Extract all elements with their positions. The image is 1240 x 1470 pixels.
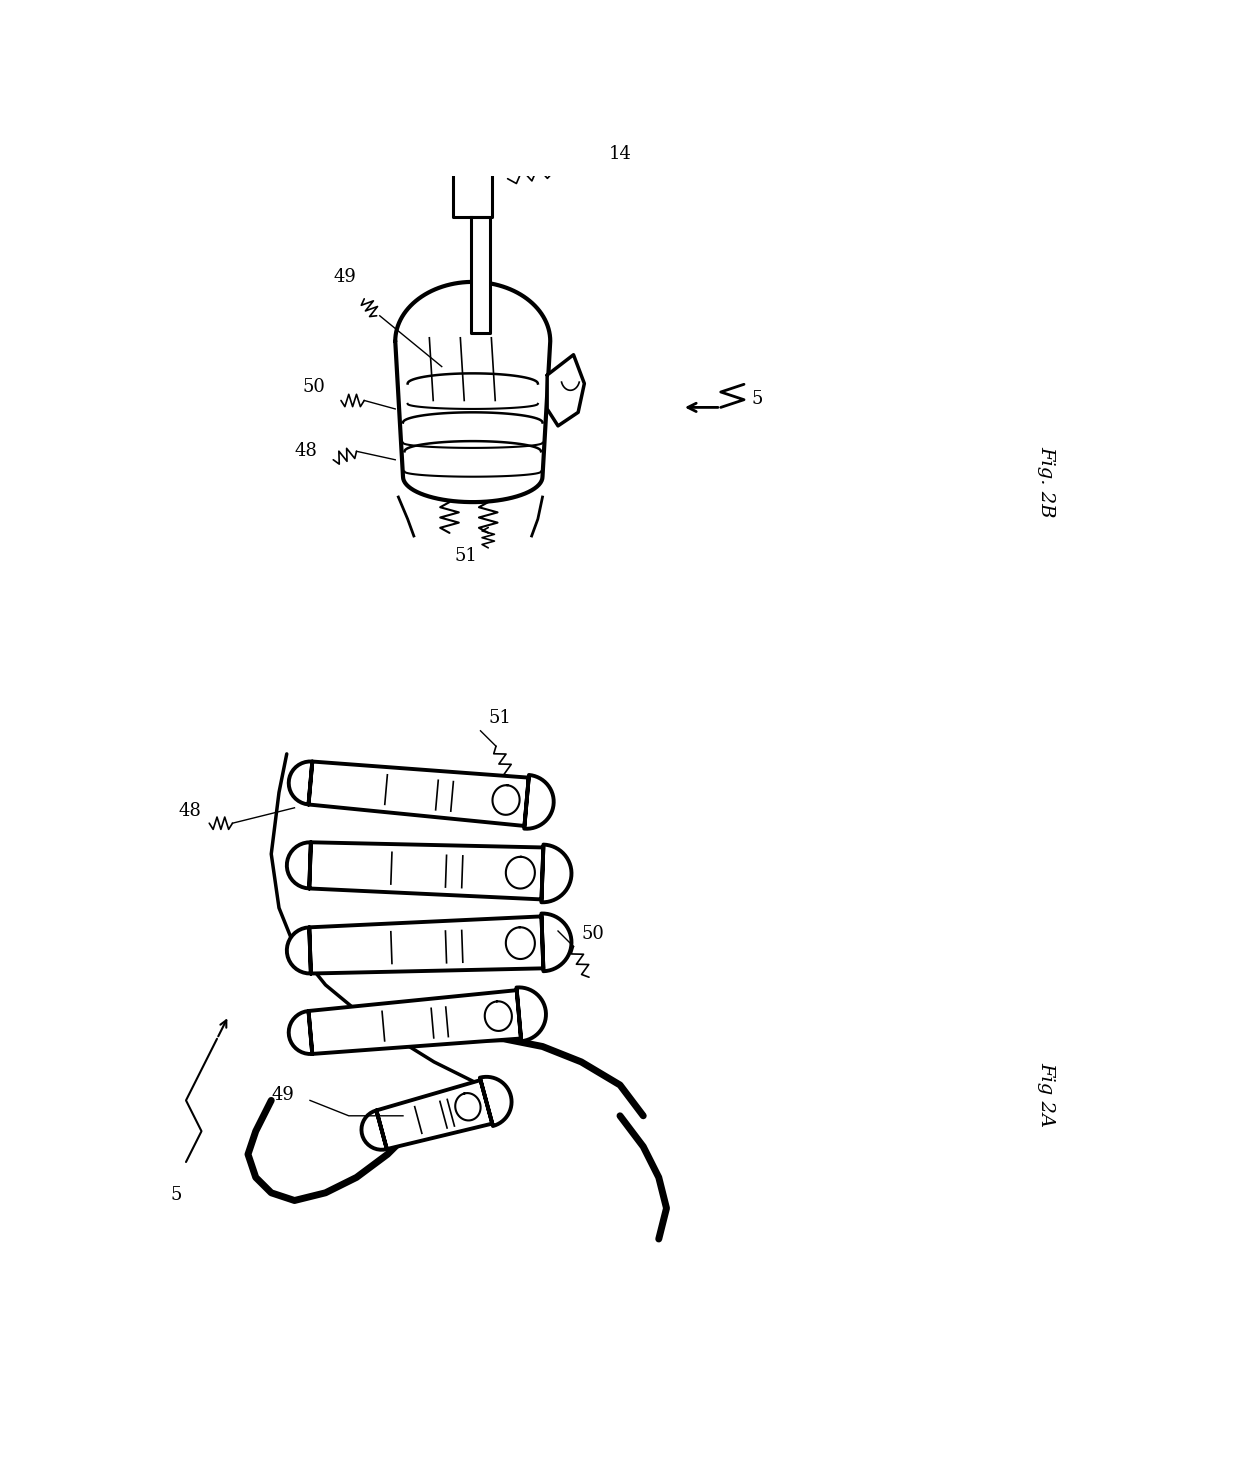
Text: 48: 48 bbox=[179, 801, 201, 819]
Polygon shape bbox=[455, 1094, 481, 1120]
Text: 5: 5 bbox=[751, 390, 763, 407]
Polygon shape bbox=[547, 354, 584, 426]
Polygon shape bbox=[492, 785, 520, 814]
Polygon shape bbox=[289, 761, 554, 829]
Text: Fig. 2B: Fig. 2B bbox=[1037, 445, 1055, 517]
Polygon shape bbox=[286, 842, 572, 903]
Polygon shape bbox=[485, 1001, 512, 1030]
Polygon shape bbox=[471, 218, 490, 332]
Text: 49: 49 bbox=[272, 1086, 294, 1104]
Text: 49: 49 bbox=[334, 268, 356, 285]
Text: 48: 48 bbox=[295, 442, 317, 460]
Text: 50: 50 bbox=[582, 925, 604, 942]
Text: 51: 51 bbox=[454, 547, 477, 566]
Polygon shape bbox=[286, 913, 572, 973]
Text: 50: 50 bbox=[303, 378, 325, 395]
Polygon shape bbox=[454, 156, 492, 218]
Polygon shape bbox=[396, 282, 551, 503]
Text: 14: 14 bbox=[609, 146, 631, 163]
Text: 51: 51 bbox=[489, 709, 511, 728]
Text: 5: 5 bbox=[171, 1186, 182, 1204]
Polygon shape bbox=[506, 928, 534, 958]
Polygon shape bbox=[506, 857, 534, 888]
Polygon shape bbox=[289, 988, 546, 1054]
Text: Fig 2A: Fig 2A bbox=[1037, 1061, 1055, 1127]
Polygon shape bbox=[361, 1078, 512, 1150]
